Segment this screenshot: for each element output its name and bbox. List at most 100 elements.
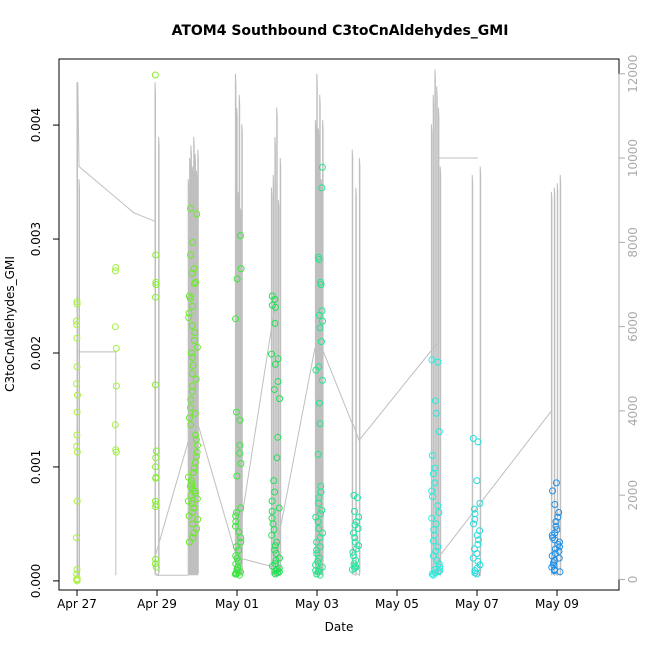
data-point — [152, 463, 159, 471]
data-point — [474, 540, 482, 548]
data-point — [555, 547, 563, 555]
point-group-8 — [428, 356, 444, 579]
altitude-trace — [76, 82, 80, 577]
data-point — [232, 408, 240, 416]
data-point — [189, 302, 196, 310]
data-point — [73, 380, 80, 388]
data-point — [193, 343, 201, 351]
data-point — [435, 560, 443, 568]
data-point — [191, 329, 199, 336]
point-group-4 — [231, 232, 245, 579]
data-point — [185, 309, 193, 317]
data-point — [429, 470, 437, 478]
data-point — [434, 502, 442, 510]
data-point — [349, 548, 357, 556]
data-point — [434, 358, 442, 366]
data-point — [313, 538, 320, 546]
data-point — [469, 554, 477, 562]
data-point — [112, 382, 120, 390]
data-point — [73, 334, 81, 342]
y-tick-label: 0.003 — [29, 222, 43, 256]
data-point — [354, 525, 362, 532]
data-point — [319, 317, 326, 325]
data-point — [350, 529, 357, 537]
data-point — [193, 210, 201, 218]
altitude-trace — [187, 136, 199, 576]
data-point — [232, 315, 240, 323]
y2-tick-label: 8000 — [626, 227, 640, 258]
data-point — [192, 278, 199, 286]
data-point — [353, 518, 360, 526]
point-group-2 — [151, 71, 160, 571]
data-point — [271, 295, 279, 303]
data-point — [315, 311, 323, 319]
data-point — [348, 566, 356, 573]
data-point — [556, 568, 564, 576]
data-point — [231, 570, 239, 578]
data-point — [112, 448, 120, 456]
data-point — [552, 518, 560, 526]
data-point — [314, 450, 322, 458]
data-point — [73, 497, 81, 505]
data-point — [270, 477, 278, 485]
altitude-transit-7 — [276, 347, 316, 546]
data-point — [552, 479, 560, 487]
data-point — [111, 421, 119, 429]
data-point — [188, 322, 196, 330]
x-tick-label: May 05 — [375, 597, 419, 611]
x-axis-label: Date — [325, 620, 354, 634]
data-point — [73, 321, 81, 328]
data-point — [474, 438, 482, 446]
data-point — [185, 538, 193, 546]
data-point — [187, 251, 194, 259]
data-point — [111, 267, 119, 275]
data-point — [236, 441, 244, 449]
data-point — [429, 571, 437, 579]
data-point — [272, 556, 280, 564]
data-point — [189, 239, 197, 246]
data-point — [271, 542, 279, 550]
data-point — [189, 534, 197, 542]
y2-axis: 0 2000 4000 6000 8000 10000 12000 — [618, 55, 640, 583]
data-point — [185, 314, 193, 322]
data-point — [73, 300, 81, 308]
data-point — [232, 522, 239, 530]
data-point — [152, 563, 160, 571]
data-point — [476, 499, 484, 507]
data-point — [270, 386, 278, 393]
data-point — [190, 529, 198, 537]
data-point — [233, 472, 241, 480]
data-point — [191, 409, 199, 417]
data-point — [271, 570, 279, 578]
data-point — [194, 515, 202, 523]
altitude-transit-3 — [155, 410, 198, 555]
data-point — [268, 531, 276, 539]
altitude-transit-9 — [352, 423, 360, 441]
data-point — [550, 559, 558, 567]
data-point — [151, 71, 159, 79]
data-point — [473, 531, 481, 539]
data-point — [276, 395, 284, 403]
data-point — [471, 567, 479, 575]
data-point — [194, 441, 201, 449]
data-point — [188, 269, 196, 277]
data-point — [431, 397, 439, 405]
data-point — [73, 566, 81, 573]
x-axis: Apr 27 Apr 29 May 01 May 03 May 05 May 07 May … — [57, 589, 579, 611]
data-point — [190, 265, 198, 273]
data-point — [274, 378, 282, 385]
data-point — [274, 355, 282, 363]
data-point — [232, 518, 240, 526]
data-point — [313, 546, 321, 554]
data-point — [317, 510, 325, 518]
data-point — [190, 464, 198, 472]
data-point — [470, 505, 478, 513]
data-point — [429, 552, 437, 560]
data-point — [112, 264, 120, 271]
data-point — [271, 360, 279, 368]
data-point — [428, 570, 436, 578]
data-point — [190, 504, 198, 512]
altitude-transit-4 — [197, 423, 238, 559]
point-group-6 — [312, 163, 326, 579]
